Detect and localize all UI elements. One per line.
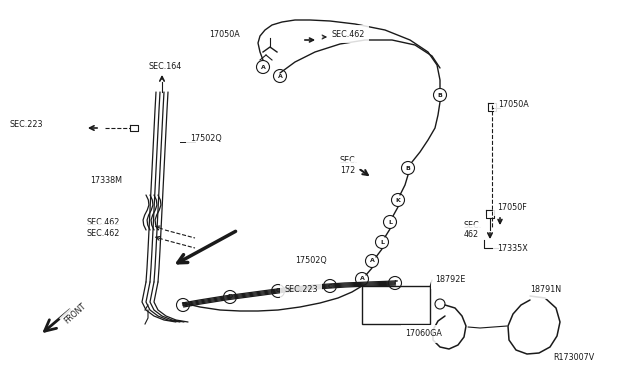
Text: D: D — [227, 295, 232, 299]
Text: R173007V: R173007V — [553, 353, 594, 362]
Text: 17335X: 17335X — [497, 244, 528, 253]
Text: A: A — [369, 259, 374, 263]
Text: SEC.223: SEC.223 — [285, 285, 318, 295]
Text: SEC.223: SEC.223 — [10, 119, 44, 128]
Text: SEC.462: SEC.462 — [86, 218, 120, 227]
Text: SEC.462: SEC.462 — [332, 29, 365, 38]
Text: SEC.: SEC. — [340, 155, 358, 164]
Text: SEC.462: SEC.462 — [86, 228, 120, 237]
Text: F: F — [393, 280, 397, 285]
Text: 172: 172 — [340, 166, 355, 174]
Text: FRONT: FRONT — [62, 301, 88, 325]
Text: 17060GA: 17060GA — [405, 330, 442, 339]
Text: 17502Q: 17502Q — [190, 134, 221, 142]
Text: A: A — [360, 276, 364, 282]
Text: L: L — [380, 240, 384, 244]
Text: SEC.: SEC. — [464, 221, 483, 230]
Text: SEC.164: SEC.164 — [148, 61, 182, 71]
Text: 17050A: 17050A — [498, 99, 529, 109]
Text: A: A — [260, 64, 266, 70]
Text: 17050F: 17050F — [497, 202, 527, 212]
Text: 17338M: 17338M — [90, 176, 122, 185]
Text: E: E — [181, 302, 185, 308]
Text: K: K — [396, 198, 401, 202]
Text: B: B — [406, 166, 410, 170]
Text: B: B — [438, 93, 442, 97]
Bar — [362, 286, 430, 324]
Text: C: C — [276, 289, 280, 294]
Text: 18792E: 18792E — [435, 276, 465, 285]
Text: 462: 462 — [464, 230, 479, 238]
Text: 17050A: 17050A — [209, 29, 240, 38]
Text: A: A — [278, 74, 282, 78]
Text: L: L — [388, 219, 392, 224]
Text: 17502Q: 17502Q — [295, 256, 327, 264]
Text: C: C — [328, 283, 332, 289]
Text: 18791N: 18791N — [530, 285, 561, 295]
